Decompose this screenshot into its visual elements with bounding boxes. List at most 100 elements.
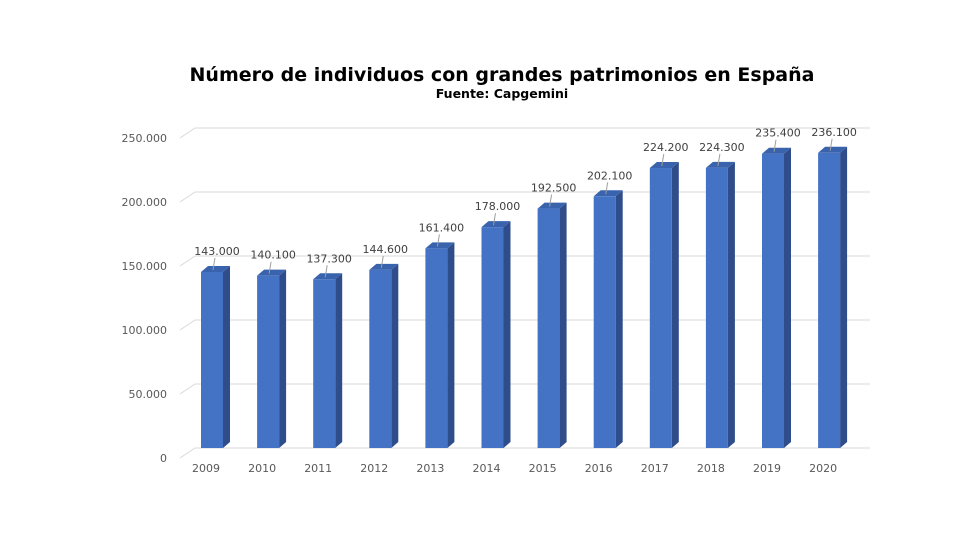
data-label-leader [324,265,328,278]
bar-front [818,152,841,449]
data-label-leader [268,261,272,274]
data-labels-layer: 143.000 140.100 137.300 144.600 161.400 178.0… [194,126,857,278]
bar [369,263,399,448]
data-label-leader [829,138,833,151]
bar-side [391,263,399,448]
bar-side [279,269,287,448]
y-tick-label: 0 [160,452,167,465]
data-label-leader [773,139,777,152]
gridline [179,319,870,331]
gridline [179,127,870,139]
bar-front [649,168,672,449]
data-label: 224.300 [699,141,745,154]
bar-side [784,147,791,449]
bar-front [201,271,223,448]
y-tick-label: 100.000 [122,324,168,337]
data-label: 236.100 [811,126,857,139]
gridline [179,383,870,395]
x-tick-label: 2011 [304,462,332,475]
bar-front [762,153,784,449]
data-label: 178.000 [475,200,521,213]
data-label-leader [380,255,384,268]
bar [649,162,679,449]
bar-front [537,208,560,448]
gridline [179,447,870,459]
bar-front [481,227,504,448]
bar [762,147,791,449]
bar-side [840,146,848,449]
bar-top [201,265,230,272]
bar [818,146,848,449]
y-tick-label: 150.000 [122,260,168,273]
data-label-leader [661,153,665,167]
y-tick-label: 200.000 [122,196,168,209]
data-label-leader [493,213,496,226]
data-label: 161.400 [419,221,465,234]
bar [537,202,567,448]
bar-top [481,221,511,228]
x-tick-label: 2014 [473,462,501,475]
bar-side [335,273,343,448]
data-label: 143.000 [194,245,240,258]
bar-top [705,161,735,168]
data-label: 192.500 [531,182,577,195]
data-label: 140.100 [250,249,296,262]
x-tick-label: 2017 [641,462,669,475]
bar [313,273,343,448]
data-label: 144.600 [363,243,409,256]
bar [705,161,735,448]
bar-front [425,248,448,448]
x-tick-label: 2020 [809,462,837,475]
bar-top [818,146,848,153]
x-tick-label: 2009 [192,462,220,475]
bar [593,190,623,448]
bar-side [503,221,511,448]
x-tick-label: 2016 [585,462,613,475]
bar [201,265,230,448]
x-tick-label: 2010 [248,462,276,475]
data-label-leader [605,182,609,195]
bar-top [762,147,791,154]
chart-title: Número de individuos con grandes patrimo… [189,64,815,86]
bar-top [257,269,287,276]
x-tick-label: 2018 [697,462,725,475]
data-label-leader [717,153,721,166]
data-label: 202.100 [587,169,633,182]
x-axis-ticks: 2009 2010 2011 2012 2013 2014 2015 2016 2017 2018… [192,462,837,475]
bar-top [593,190,623,197]
data-label: 137.300 [306,252,352,265]
bar-front [593,196,616,448]
data-label-leader [212,257,216,271]
bar [257,269,287,448]
data-label: 224.200 [643,141,689,154]
gridline [179,191,870,203]
bar-side [447,242,455,448]
bar-front [257,275,280,448]
x-tick-label: 2019 [753,462,781,475]
bar-top [425,242,455,249]
y-tick-label: 50.000 [129,388,168,401]
bar-side [727,161,735,448]
bars-layer [201,146,848,449]
bar-side [671,162,679,449]
chart-subtitle: Fuente: Capgemini [435,86,569,101]
grid-layer [179,127,870,459]
bar-front [705,167,728,448]
bar-top [313,273,343,280]
data-label: 235.400 [755,127,801,140]
x-tick-label: 2012 [360,462,388,475]
y-tick-label: 250.000 [122,132,168,145]
bar-side [615,190,623,448]
data-label-leader [436,234,440,247]
bar-side [223,265,230,448]
bar [481,221,511,448]
gridline [179,255,870,267]
x-tick-label: 2015 [529,462,557,475]
x-tick-label: 2013 [416,462,444,475]
bar-front [313,279,336,448]
bar-side [559,202,567,448]
bar-top [649,162,679,169]
bar [425,242,455,448]
data-label-leader [549,194,553,207]
